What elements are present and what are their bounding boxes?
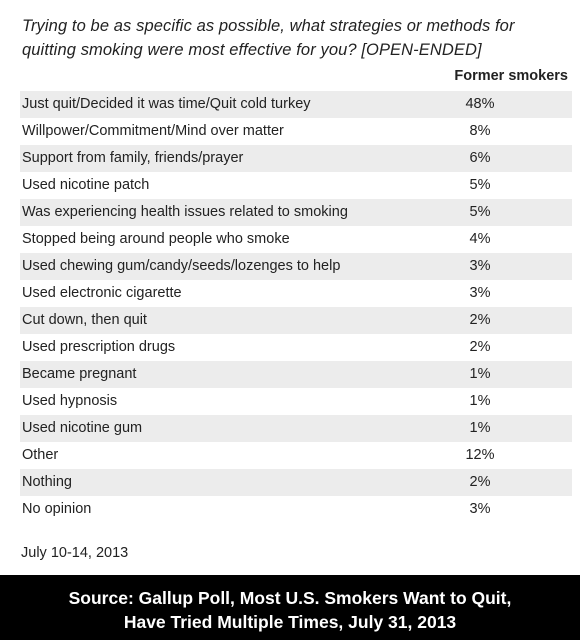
row-value: 12% (465, 447, 495, 463)
row-value: 1% (469, 366, 491, 382)
row-label: Nothing (22, 474, 72, 490)
table-row: Just quit/Decided it was time/Quit cold … (20, 91, 572, 118)
question-line-2: quitting smoking were most effective for… (22, 41, 482, 59)
row-value: 3% (469, 258, 491, 274)
row-value: 5% (469, 204, 491, 220)
row-value: 6% (469, 150, 491, 166)
row-label: Support from family, friends/prayer (22, 150, 244, 166)
table-row: Used electronic cigarette 3% (20, 280, 572, 307)
source-banner: Source: Gallup Poll, Most U.S. Smokers W… (0, 575, 580, 640)
row-value: 3% (469, 285, 491, 301)
row-label: Just quit/Decided it was time/Quit cold … (22, 96, 311, 112)
row-value: 1% (469, 420, 491, 436)
source-line-1: Source: Gallup Poll, Most U.S. Smokers W… (68, 588, 512, 608)
survey-question: Trying to be as specific as possible, wh… (22, 14, 574, 62)
table-row: Used prescription drugs 2% (20, 334, 572, 361)
table-row: Used nicotine patch 5% (20, 172, 572, 199)
row-label: Used nicotine patch (22, 177, 150, 193)
row-value: 48% (465, 96, 495, 112)
table-row: Used nicotine gum 1% (20, 415, 572, 442)
table-row: Became pregnant 1% (20, 361, 572, 388)
survey-date: July 10-14, 2013 (21, 545, 129, 561)
question-line-1: Trying to be as specific as possible, wh… (22, 17, 515, 35)
row-value: 2% (469, 474, 491, 490)
row-value: 5% (469, 177, 491, 193)
row-value: 2% (469, 339, 491, 355)
table-row: Used hypnosis 1% (20, 388, 572, 415)
row-label: Became pregnant (22, 366, 137, 382)
table-row: Nothing 2% (20, 469, 572, 496)
table-row: Support from family, friends/prayer 6% (20, 145, 572, 172)
row-label: Other (22, 447, 59, 463)
row-value: 2% (469, 312, 491, 328)
row-label: Used prescription drugs (22, 339, 176, 355)
row-label: Used nicotine gum (22, 420, 143, 436)
row-value: 1% (469, 393, 491, 409)
results-table: Just quit/Decided it was time/Quit cold … (20, 91, 572, 523)
row-value: 4% (469, 231, 491, 247)
source-line-2: Have Tried Multiple Times, July 31, 2013 (123, 612, 457, 632)
row-label: Used chewing gum/candy/seeds/lozenges to… (22, 258, 341, 274)
table-row: Was experiencing health issues related t… (20, 199, 572, 226)
row-value: 8% (469, 123, 491, 139)
row-label: Stopped being around people who smoke (22, 231, 290, 247)
row-label: Used electronic cigarette (22, 285, 182, 301)
table-row: Used chewing gum/candy/seeds/lozenges to… (20, 253, 572, 280)
row-label: Was experiencing health issues related t… (22, 204, 348, 220)
table-row: Willpower/Commitment/Mind over matter 8% (20, 118, 572, 145)
row-label: Willpower/Commitment/Mind over matter (22, 123, 284, 139)
row-label: Used hypnosis (22, 393, 118, 409)
table-row: Cut down, then quit 2% (20, 307, 572, 334)
table-row: Other 12% (20, 442, 572, 469)
row-value: 3% (469, 501, 491, 517)
column-header-former-smokers: Former smokers (454, 68, 568, 84)
row-label: Cut down, then quit (22, 312, 147, 328)
row-label: No opinion (22, 501, 92, 517)
table-row: Stopped being around people who smoke 4% (20, 226, 572, 253)
table-row: No opinion 3% (20, 496, 572, 523)
